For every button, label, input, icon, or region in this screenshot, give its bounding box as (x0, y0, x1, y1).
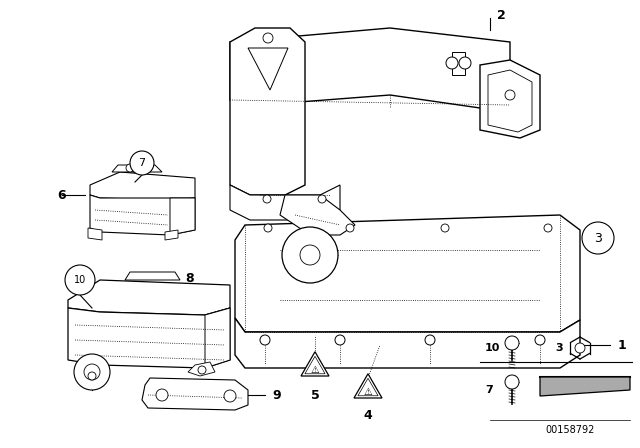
Circle shape (505, 375, 519, 389)
Circle shape (198, 366, 206, 374)
Polygon shape (170, 198, 195, 235)
Circle shape (335, 335, 345, 345)
Circle shape (263, 195, 271, 203)
Circle shape (224, 390, 236, 402)
Polygon shape (540, 377, 630, 396)
Text: 9: 9 (272, 388, 280, 401)
Circle shape (505, 336, 519, 350)
Circle shape (282, 227, 338, 283)
Text: 3: 3 (594, 232, 602, 245)
Polygon shape (165, 230, 178, 240)
Polygon shape (301, 352, 329, 376)
Polygon shape (230, 28, 510, 108)
Circle shape (130, 151, 154, 175)
Circle shape (459, 57, 471, 69)
Polygon shape (452, 52, 465, 75)
Circle shape (74, 354, 110, 390)
Circle shape (505, 90, 515, 100)
Circle shape (156, 389, 168, 401)
Polygon shape (88, 228, 102, 240)
Circle shape (88, 372, 96, 380)
Text: 00158792: 00158792 (545, 425, 595, 435)
Polygon shape (480, 60, 540, 138)
Polygon shape (235, 215, 580, 332)
Circle shape (441, 224, 449, 232)
Text: 2: 2 (497, 9, 506, 22)
Polygon shape (188, 362, 215, 376)
Polygon shape (235, 318, 580, 368)
Text: 4: 4 (364, 409, 372, 422)
Circle shape (126, 164, 134, 172)
Polygon shape (90, 172, 195, 200)
Text: 7: 7 (485, 385, 493, 395)
Circle shape (300, 245, 320, 265)
Polygon shape (112, 165, 162, 172)
Circle shape (425, 335, 435, 345)
Polygon shape (280, 195, 355, 235)
Circle shape (263, 33, 273, 43)
Text: ⚠: ⚠ (310, 365, 319, 375)
Circle shape (65, 265, 95, 295)
Circle shape (84, 364, 100, 380)
Text: 3: 3 (555, 343, 563, 353)
Polygon shape (230, 28, 305, 195)
Text: 7: 7 (138, 158, 145, 168)
Polygon shape (68, 280, 230, 315)
Circle shape (264, 224, 272, 232)
Polygon shape (125, 272, 180, 280)
Text: ⚠: ⚠ (364, 387, 372, 397)
Polygon shape (142, 378, 248, 410)
Polygon shape (248, 48, 288, 90)
Polygon shape (205, 308, 230, 368)
Polygon shape (90, 195, 195, 235)
Text: 8: 8 (186, 271, 195, 284)
Circle shape (346, 224, 354, 232)
Circle shape (535, 335, 545, 345)
Text: 10: 10 (485, 343, 500, 353)
Circle shape (575, 343, 585, 353)
Text: 10: 10 (74, 275, 86, 285)
Circle shape (144, 164, 152, 172)
Polygon shape (68, 308, 230, 368)
Circle shape (446, 57, 458, 69)
Text: 5: 5 (310, 388, 319, 401)
Circle shape (260, 335, 270, 345)
Circle shape (318, 195, 326, 203)
Text: 6: 6 (58, 189, 67, 202)
Circle shape (582, 222, 614, 254)
Polygon shape (354, 374, 382, 398)
Polygon shape (230, 185, 340, 220)
Circle shape (544, 224, 552, 232)
Text: 1: 1 (618, 339, 627, 352)
